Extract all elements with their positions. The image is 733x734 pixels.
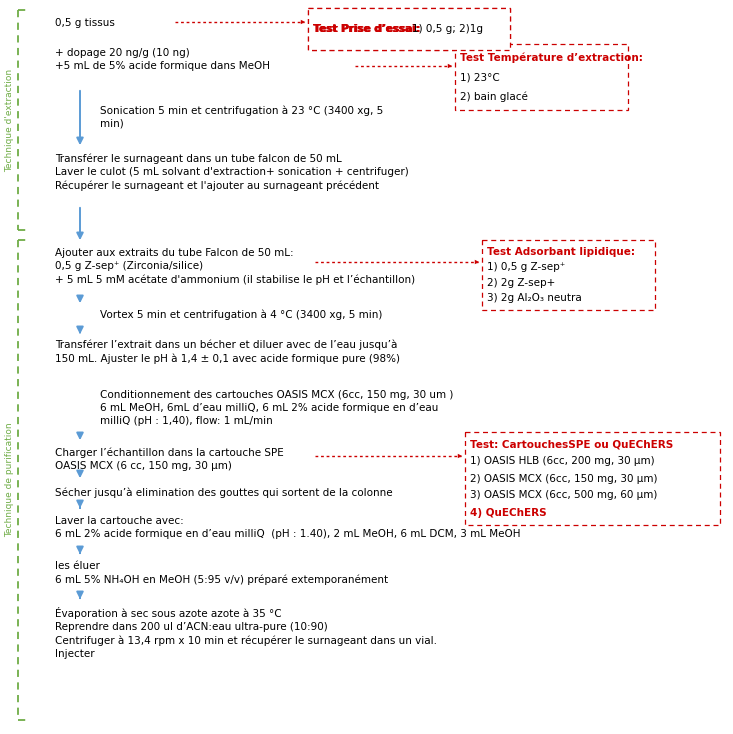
Text: + dopage 20 ng/g (10 ng)
+5 mL de 5% acide formique dans MeOH: + dopage 20 ng/g (10 ng) +5 mL de 5% aci…	[55, 48, 270, 71]
Text: 2) bain glacé: 2) bain glacé	[460, 91, 528, 101]
Text: 1) 0,5 g; 2)1g: 1) 0,5 g; 2)1g	[412, 24, 483, 34]
Text: Test: CartouchesSPE ou QuEChERS: Test: CartouchesSPE ou QuEChERS	[470, 440, 673, 449]
Text: 0,5 g tissus: 0,5 g tissus	[55, 18, 115, 28]
Text: Test Adsorbant lipidique:: Test Adsorbant lipidique:	[487, 247, 635, 257]
Text: Technique d'extraction: Technique d'extraction	[6, 68, 15, 172]
Text: Charger l’échantillon dans la cartouche SPE
OASIS MCX (6 cc, 150 mg, 30 μm): Charger l’échantillon dans la cartouche …	[55, 447, 284, 470]
Text: Test Prise d’essai:: Test Prise d’essai:	[313, 24, 423, 34]
Text: 1) OASIS HLB (6cc, 200 mg, 30 μm): 1) OASIS HLB (6cc, 200 mg, 30 μm)	[470, 457, 655, 467]
Bar	[308, 8, 510, 50]
Text: 3) 2g Al₂O₃ neutra: 3) 2g Al₂O₃ neutra	[487, 294, 582, 303]
Text: Test Température d’extraction:: Test Température d’extraction:	[460, 52, 643, 63]
Text: 3) OASIS MCX (6cc, 500 mg, 60 μm): 3) OASIS MCX (6cc, 500 mg, 60 μm)	[470, 490, 658, 501]
Text: Évaporation à sec sous azote azote à 35 °C
Reprendre dans 200 ul d’ACN:eau ultra: Évaporation à sec sous azote azote à 35 …	[55, 607, 437, 659]
Text: Technique de purification: Technique de purification	[6, 423, 15, 537]
Text: Laver la cartouche avec:
6 mL 2% acide formique en d’eau milliQ  (pH : 1.40), 2 : Laver la cartouche avec: 6 mL 2% acide f…	[55, 516, 520, 539]
Text: Transférer l’extrait dans un bécher et diluer avec de l’eau jusqu’à
150 mL. Ajus: Transférer l’extrait dans un bécher et d…	[55, 340, 400, 364]
Bar	[308, 8, 510, 50]
Bar	[455, 44, 628, 110]
Bar	[465, 432, 720, 525]
Bar	[482, 240, 655, 310]
Text: 2) 2g Z-sep+: 2) 2g Z-sep+	[487, 277, 556, 288]
Text: 2) OASIS MCX (6cc, 150 mg, 30 μm): 2) OASIS MCX (6cc, 150 mg, 30 μm)	[470, 473, 658, 484]
Text: Sécher jusqu’à elimination des gouttes qui sortent de la colonne: Sécher jusqu’à elimination des gouttes q…	[55, 487, 393, 498]
Text: les éluer
6 mL 5% NH₄OH en MeOH (5:95 v/v) préparé extemporanément: les éluer 6 mL 5% NH₄OH en MeOH (5:95 v/…	[55, 561, 388, 585]
Text: 4) QuEChERS: 4) QuEChERS	[470, 507, 547, 517]
Text: Test Prise d’essai:: Test Prise d’essai:	[313, 24, 423, 34]
Text: Ajouter aux extraits du tube Falcon de 50 mL:
0,5 g Z-sep⁺ (Zirconia/silice)
+ 5: Ajouter aux extraits du tube Falcon de 5…	[55, 248, 415, 285]
Text: 1) 23°C: 1) 23°C	[460, 72, 500, 82]
Text: 1) 0,5 g Z-sep⁺: 1) 0,5 g Z-sep⁺	[487, 262, 565, 272]
Text: Transférer le surnageant dans un tube falcon de 50 mL
Laver le culot (5 mL solva: Transférer le surnageant dans un tube fa…	[55, 153, 409, 191]
Text: Vortex 5 min et centrifugation à 4 °C (3400 xg, 5 min): Vortex 5 min et centrifugation à 4 °C (3…	[100, 310, 383, 321]
Text: Test Prise d’essai:: Test Prise d’essai:	[314, 24, 424, 34]
Text: Conditionnement des cartouches OASIS MCX (6cc, 150 mg, 30 um )
6 mL MeOH, 6mL d’: Conditionnement des cartouches OASIS MCX…	[100, 390, 454, 426]
Text: Sonication 5 min et centrifugation à 23 °C (3400 xg, 5
min): Sonication 5 min et centrifugation à 23 …	[100, 105, 383, 128]
